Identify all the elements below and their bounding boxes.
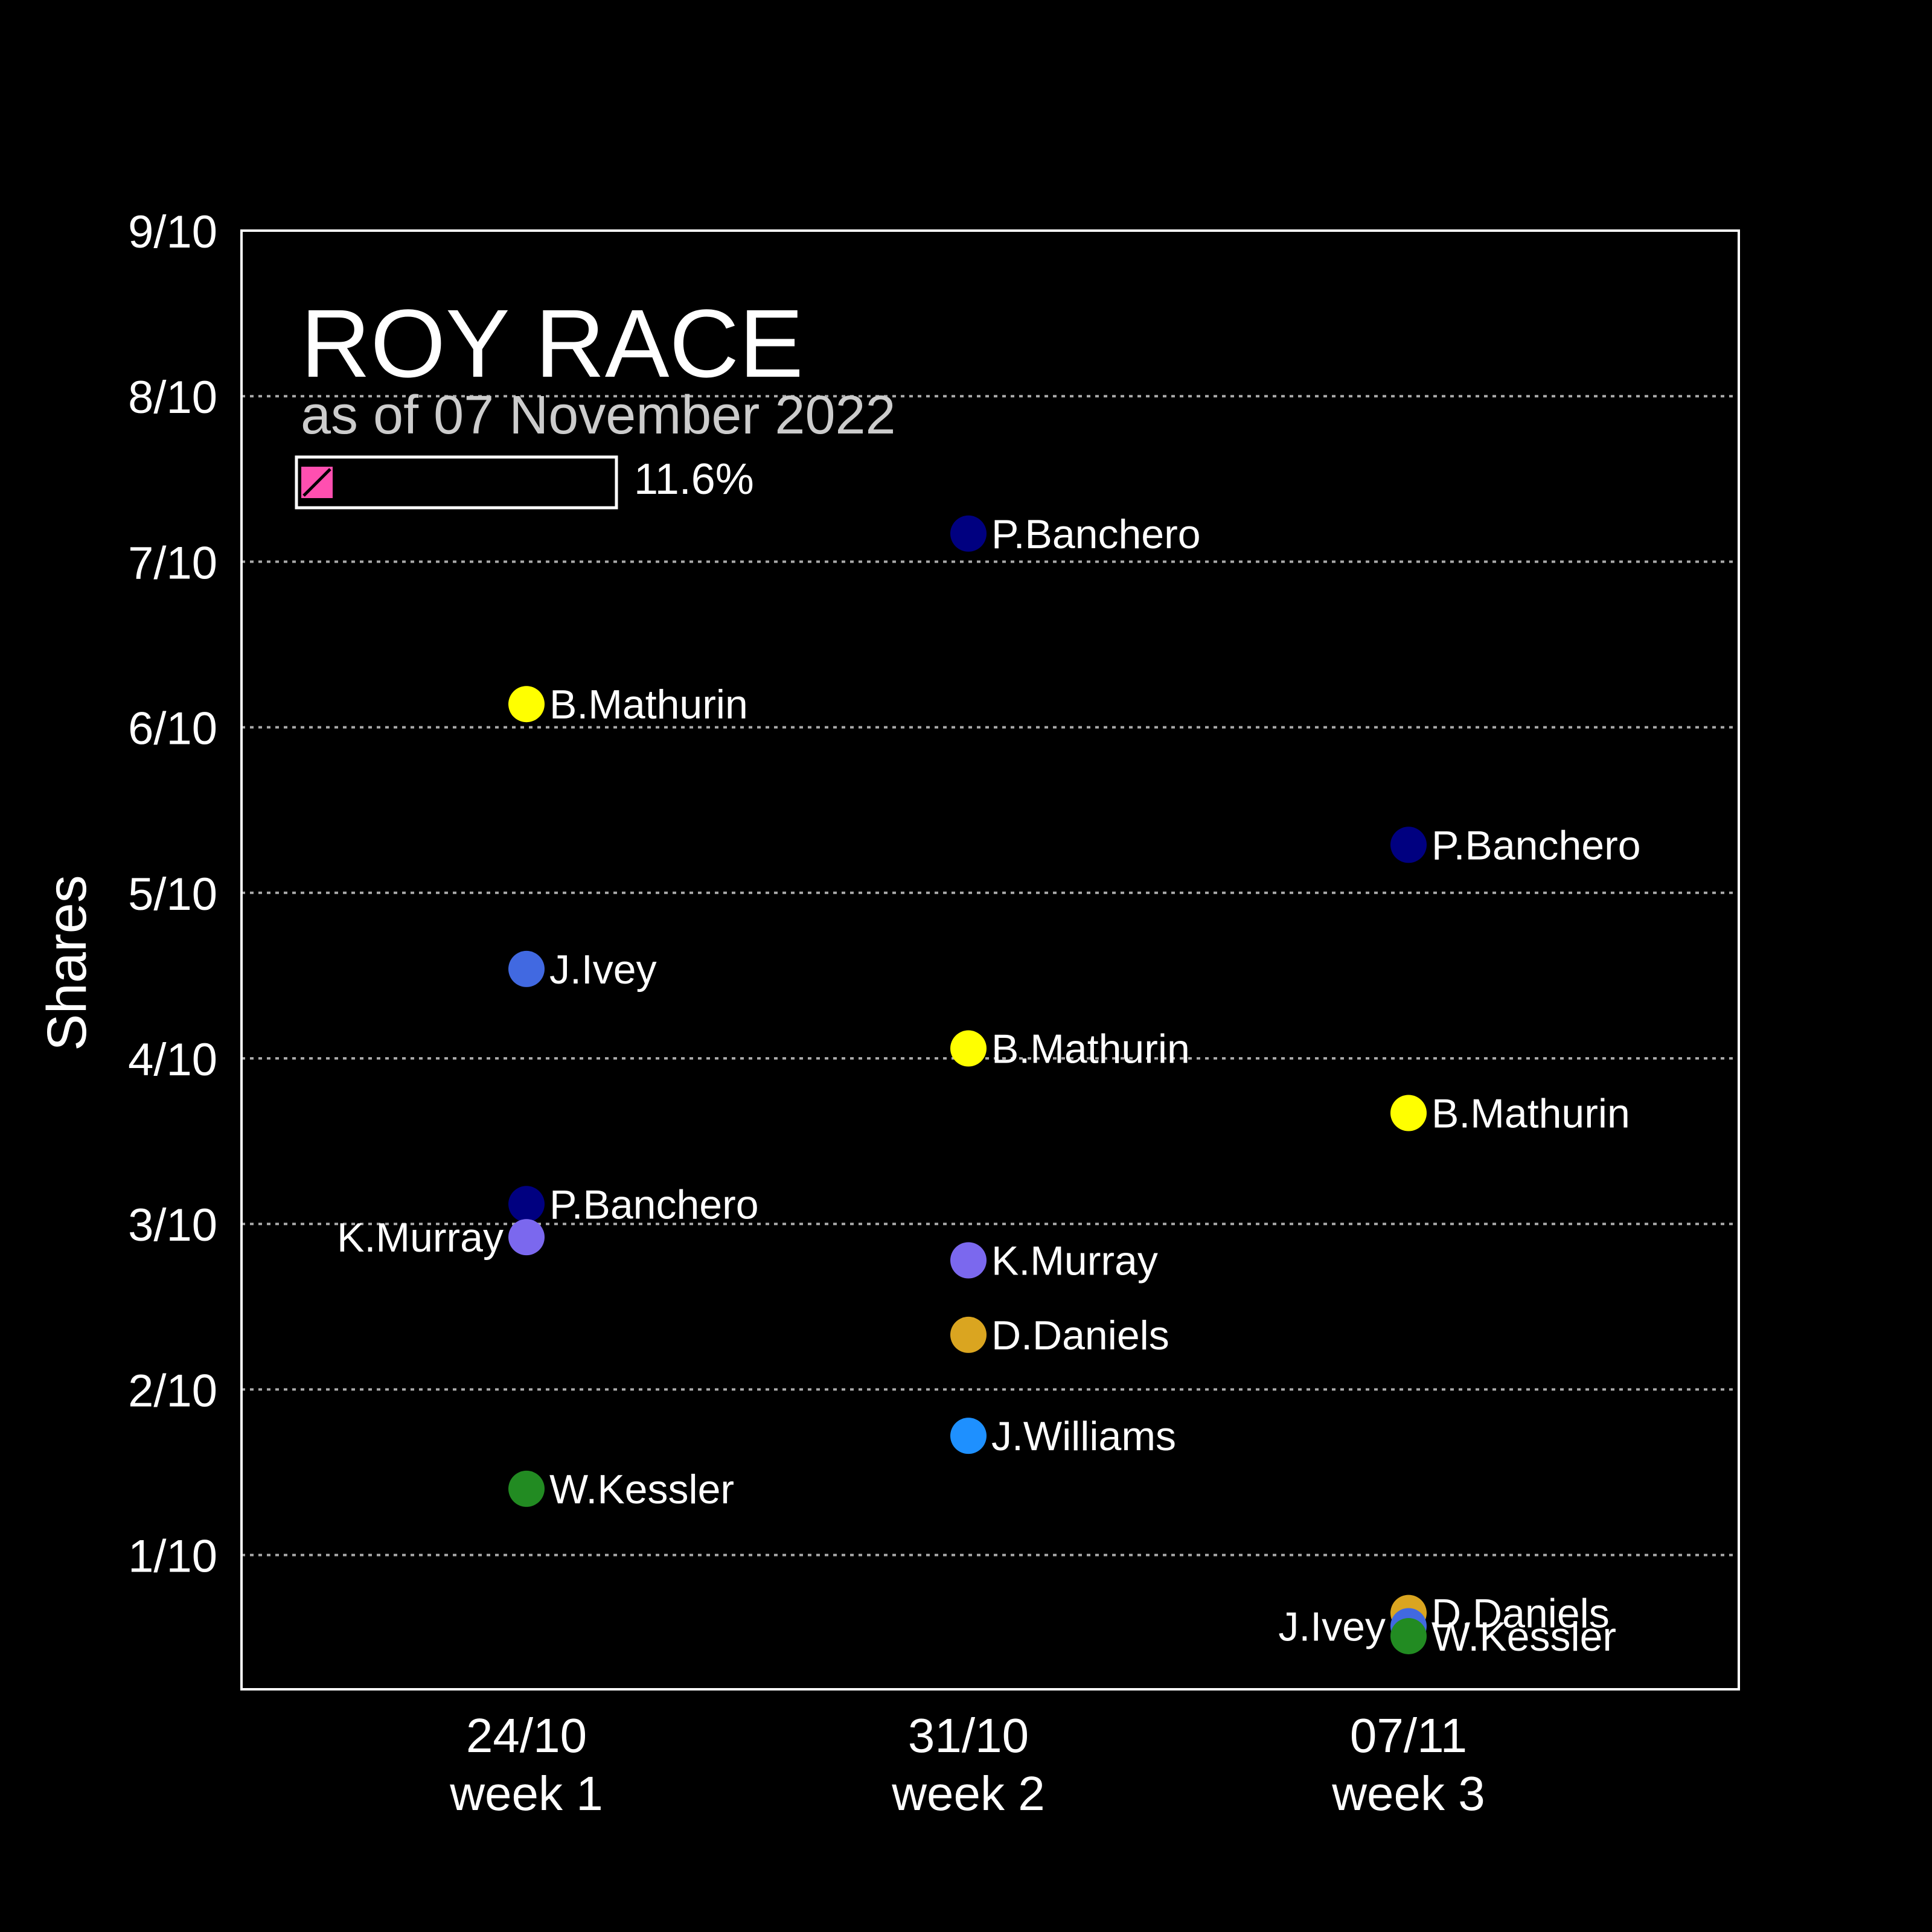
x-tick-date: 07/11 xyxy=(1350,1709,1467,1762)
y-axis-label: Shares xyxy=(36,875,98,1051)
x-tick-week: week 1 xyxy=(449,1767,603,1820)
progress-bar-frame xyxy=(295,455,618,510)
data-point-label: B.Mathurin xyxy=(1431,1090,1630,1136)
x-tick-date: 24/10 xyxy=(466,1709,587,1762)
y-tick-label: 6/10 xyxy=(128,703,217,755)
chart-title: ROY RACE xyxy=(301,289,804,397)
y-tick-label: 3/10 xyxy=(128,1200,217,1251)
data-point xyxy=(950,515,987,552)
data-point-label: D.Daniels xyxy=(991,1313,1169,1358)
data-point xyxy=(508,1219,545,1256)
data-point-group: B.Mathurin xyxy=(508,682,748,728)
data-point-group: W.Kessler xyxy=(1390,1614,1616,1660)
y-tick-label: 2/10 xyxy=(128,1365,217,1416)
data-point xyxy=(508,686,545,723)
x-tick-date: 31/10 xyxy=(908,1709,1029,1762)
data-point xyxy=(950,1316,987,1353)
progress-indicator: 11.6% xyxy=(295,455,754,510)
data-points: B.Mathurin J.Ivey P.Banchero K.Murray W.Kess… xyxy=(337,511,1640,1660)
data-point-group: D.Daniels xyxy=(950,1313,1169,1358)
data-point-group: J.Williams xyxy=(950,1413,1176,1459)
data-point-group: K.Murray xyxy=(950,1238,1158,1284)
data-point-label: B.Mathurin xyxy=(991,1026,1190,1072)
x-tick-week: week 2 xyxy=(891,1767,1044,1820)
y-tick-label: 7/10 xyxy=(128,537,217,589)
data-point-group: W.Kessler xyxy=(508,1467,734,1512)
data-point-label: K.Murray xyxy=(337,1215,504,1261)
data-point xyxy=(950,1418,987,1454)
data-point-group: J.Ivey xyxy=(508,947,657,993)
x-tick-week: week 3 xyxy=(1331,1767,1485,1820)
data-point-label: P.Banchero xyxy=(1431,822,1641,868)
data-point-label: J.Ivey xyxy=(549,947,657,993)
y-axis-ticks: 1/10 2/10 3/10 4/10 5/10 6/10 7/10 8/10 9/10 xyxy=(128,206,217,1582)
data-point xyxy=(950,1242,987,1279)
y-tick-label: 1/10 xyxy=(128,1531,217,1582)
data-point-label: W.Kessler xyxy=(1431,1614,1616,1660)
data-point xyxy=(950,1030,987,1067)
data-point-label: K.Murray xyxy=(991,1238,1158,1284)
data-point-group: P.Banchero xyxy=(950,511,1201,557)
data-point-group: K.Murray xyxy=(337,1215,545,1261)
data-point-label: P.Banchero xyxy=(549,1182,759,1227)
data-point xyxy=(508,950,545,987)
data-point-group: P.Banchero xyxy=(1390,822,1641,868)
data-point xyxy=(508,1470,545,1507)
plot-frame xyxy=(240,229,1740,1690)
data-point-group: B.Mathurin xyxy=(950,1026,1190,1072)
chart-subtitle: as of 07 November 2022 xyxy=(301,385,896,446)
data-point xyxy=(1390,827,1427,863)
data-point-label: P.Banchero xyxy=(991,511,1201,557)
data-point-group: P.Banchero xyxy=(508,1182,759,1227)
data-point-label: W.Kessler xyxy=(549,1467,734,1512)
y-tick-label: 4/10 xyxy=(128,1034,217,1086)
y-tick-label: 5/10 xyxy=(128,869,217,920)
data-point xyxy=(508,1186,545,1223)
y-tick-label: 9/10 xyxy=(128,206,217,258)
y-tick-label: 8/10 xyxy=(128,372,217,423)
progress-label: 11.6% xyxy=(634,455,754,504)
progress-bar-hatch xyxy=(302,468,331,497)
data-point-group: B.Mathurin xyxy=(1390,1090,1630,1136)
data-point-label: J.Williams xyxy=(991,1413,1176,1459)
data-point-label: B.Mathurin xyxy=(549,682,748,728)
data-point-label: J.Ivey xyxy=(1278,1604,1386,1650)
data-point xyxy=(1390,1617,1427,1654)
data-point-label: D.Daniels xyxy=(1431,1591,1610,1637)
data-point xyxy=(1390,1095,1427,1131)
